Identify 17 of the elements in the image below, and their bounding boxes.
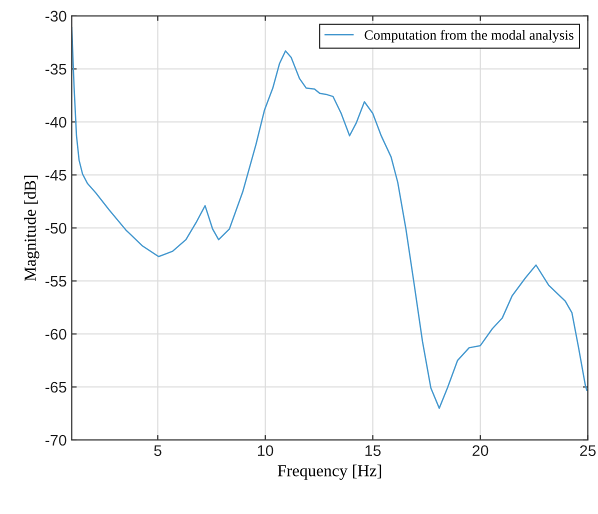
legend-label: Computation from the modal analysis	[364, 30, 574, 43]
y-tick-label: -55	[46, 276, 66, 287]
y-tick-label: -70	[46, 434, 66, 446]
y-tick-label: -30	[46, 10, 66, 22]
x-tick-label: 5	[154, 445, 162, 456]
y-tick-label: -50	[46, 222, 66, 234]
x-tick-label: 15	[365, 445, 381, 456]
x-tick-label: 20	[472, 445, 488, 456]
y-tick-label: -60	[46, 328, 66, 340]
y-tick-label: -40	[46, 116, 66, 128]
x-tick-label: 25	[580, 445, 596, 456]
x-tick-label: 10	[258, 445, 274, 456]
y-tick-label: -35	[46, 64, 66, 75]
y-axis-title: Magnitude [dB]	[24, 176, 40, 281]
x-axis-title: Frequency [Hz]	[278, 464, 382, 480]
y-tick-label: -45	[46, 170, 66, 181]
y-tick-label: -65	[46, 382, 66, 393]
